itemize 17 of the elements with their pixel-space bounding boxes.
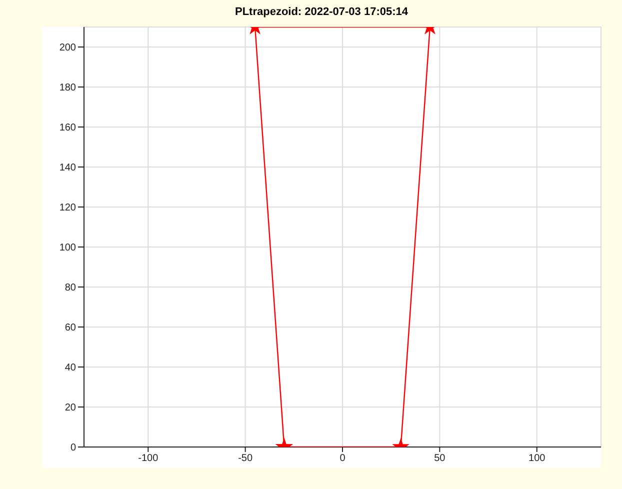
x-tick-label: 0 xyxy=(340,453,346,464)
y-tick-label: 20 xyxy=(64,402,76,414)
y-tick-label: 100 xyxy=(59,242,76,254)
chart-title: PLtrapezoid: 2022-07-03 17:05:14 xyxy=(234,6,410,18)
y-tick-label: 0 xyxy=(70,442,76,454)
x-tick-label: -50 xyxy=(238,453,253,464)
y-tick-label: 180 xyxy=(59,82,76,94)
y-tick-label: 40 xyxy=(64,362,76,374)
y-tick-label: 80 xyxy=(64,282,76,294)
x-tick-label: 100 xyxy=(528,453,546,464)
y-tick-label: 160 xyxy=(59,122,76,134)
y-tick-label: 200 xyxy=(59,42,76,54)
x-tick-label: 50 xyxy=(434,453,446,464)
x-tick-label: -100 xyxy=(138,453,159,464)
y-tick-label: 120 xyxy=(59,202,76,214)
y-tick-label: 60 xyxy=(64,322,76,334)
y-tick-label: 140 xyxy=(59,162,76,174)
